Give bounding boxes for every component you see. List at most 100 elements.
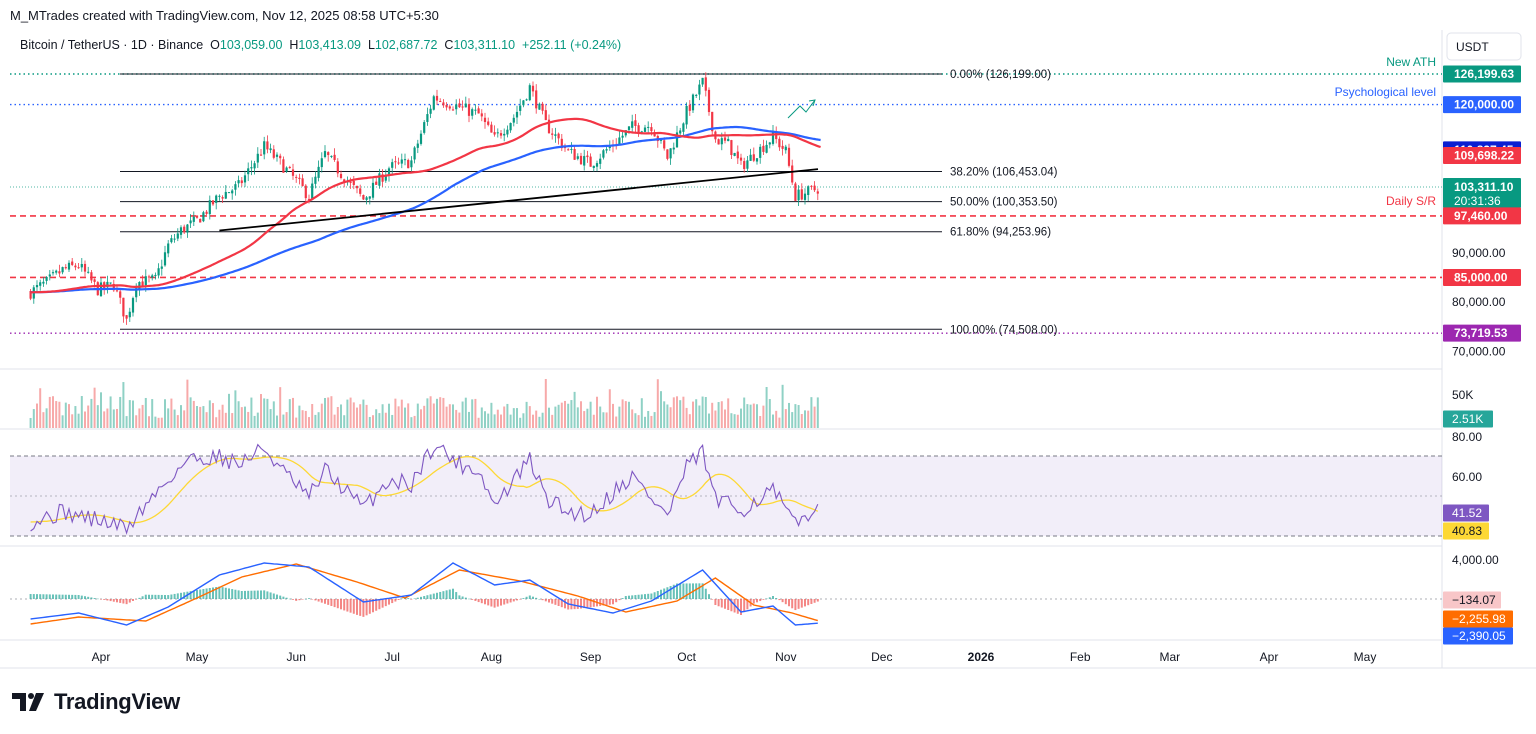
- volume-bar: [605, 412, 608, 428]
- symbol-name[interactable]: Bitcoin / TetherUS · 1D · Binance: [20, 38, 204, 52]
- volume-bar: [250, 397, 253, 428]
- macd-histogram-bar: [487, 599, 490, 606]
- volume-bar: [119, 396, 122, 428]
- macd-histogram-bar: [327, 599, 330, 605]
- tradingview-logo[interactable]: TradingView: [12, 689, 180, 715]
- candle-up: [691, 93, 695, 113]
- volume-bar: [80, 396, 83, 428]
- candle-down: [637, 122, 640, 137]
- volume-bar: [426, 398, 429, 428]
- macd-histogram-bar: [260, 590, 262, 599]
- macd-histogram-bar: [132, 599, 134, 601]
- fibonacci-retracement[interactable]: 0.00% (126,199.00) 38.20% (106,453.04) 50.…: [120, 69, 1058, 336]
- candle-body: [618, 137, 621, 145]
- volume-bar: [752, 403, 755, 428]
- candle-up: [51, 269, 55, 276]
- volume-bar: [420, 409, 422, 428]
- projection-arrow[interactable]: [787, 99, 816, 119]
- macd-histogram-bar: [39, 594, 42, 599]
- volume-bars: [29, 378, 819, 428]
- volume-bar: [701, 396, 704, 428]
- high-label: H: [289, 38, 299, 52]
- candle-down: [752, 147, 755, 163]
- volume-bar: [704, 397, 707, 428]
- candle-body: [448, 106, 451, 109]
- rsi-axis-tick-80: 80.00: [1452, 430, 1482, 444]
- macd-histogram-bar: [68, 594, 70, 599]
- volume-bar: [304, 410, 307, 428]
- candle-up: [509, 122, 512, 133]
- candle-up: [109, 282, 112, 285]
- volume-bar: [410, 417, 413, 428]
- candle-body: [93, 279, 96, 282]
- candle-body: [218, 195, 221, 197]
- candle-down: [448, 104, 451, 111]
- volume-bar: [439, 397, 442, 428]
- volume-bar: [794, 404, 797, 428]
- macd-histogram-bar: [458, 595, 461, 599]
- volume-bar: [573, 391, 576, 428]
- candle-up: [378, 168, 381, 189]
- macd-histogram-bar: [228, 588, 230, 599]
- candle-down: [119, 288, 122, 304]
- candle-up: [400, 153, 403, 169]
- volume-bar: [234, 390, 237, 428]
- macd-histogram-bar: [384, 599, 387, 607]
- volume-last-tag-bg: [1443, 410, 1493, 428]
- macd-histogram-bar: [308, 598, 310, 599]
- macd-histogram-bar: [151, 594, 154, 599]
- candle-body: [464, 103, 467, 108]
- volume-bar: [672, 397, 675, 428]
- candle-body: [650, 127, 653, 132]
- currency-button[interactable]: USDT: [1446, 32, 1522, 61]
- volume-bar: [404, 407, 406, 428]
- candle-body: [755, 158, 759, 162]
- rsi-ma-last-tag-text: 40.83: [1452, 524, 1482, 538]
- candle-up: [432, 94, 435, 111]
- candle-body: [691, 94, 695, 111]
- candle-body: [717, 139, 720, 145]
- volume-bar: [567, 403, 570, 428]
- macd-histogram-bar: [48, 594, 51, 599]
- volume-bar: [122, 382, 125, 428]
- macd-histogram-bar: [605, 599, 608, 606]
- volume-bar: [746, 404, 749, 428]
- macd-histogram-bar: [266, 591, 269, 599]
- trendline[interactable]: [219, 168, 819, 232]
- volume-bar: [96, 405, 99, 428]
- macd-histogram-bar: [356, 599, 358, 615]
- price-axis: 90,000.00 80,000.00 70,000.00 50K 80.00 60.00…: [1452, 246, 1506, 567]
- volume-bar: [224, 412, 227, 428]
- candle-body: [266, 141, 269, 150]
- candle-body: [272, 149, 275, 158]
- candle-down: [787, 143, 791, 168]
- macd-histogram-bar: [336, 599, 339, 609]
- volume-bar: [282, 414, 285, 428]
- candle-body: [90, 272, 93, 281]
- volume-bar: [368, 416, 371, 428]
- volume-bar: [804, 410, 806, 428]
- candle-body: [304, 185, 307, 199]
- macd-histogram-bar: [224, 587, 227, 599]
- candle-up: [167, 240, 170, 258]
- candle-body: [307, 198, 311, 200]
- candle-body: [42, 281, 45, 284]
- macd-histogram-bar: [407, 598, 410, 599]
- candle-down: [394, 155, 397, 169]
- candle-up: [554, 127, 557, 143]
- candle-body: [368, 196, 371, 199]
- candle-up: [247, 162, 250, 182]
- change-value: +252.11 (+0.24%): [522, 38, 622, 52]
- candle-body: [528, 85, 531, 101]
- macd-histogram-bar: [362, 599, 365, 617]
- candle-up: [151, 273, 154, 281]
- volume-bar: [109, 396, 112, 428]
- volume-bar: [580, 401, 582, 428]
- candle-up: [522, 100, 525, 108]
- macd-histogram-bar: [727, 599, 730, 610]
- time-axis-tick-11: Mar: [1159, 650, 1180, 664]
- candle-up: [643, 124, 647, 133]
- candle-down: [800, 183, 803, 201]
